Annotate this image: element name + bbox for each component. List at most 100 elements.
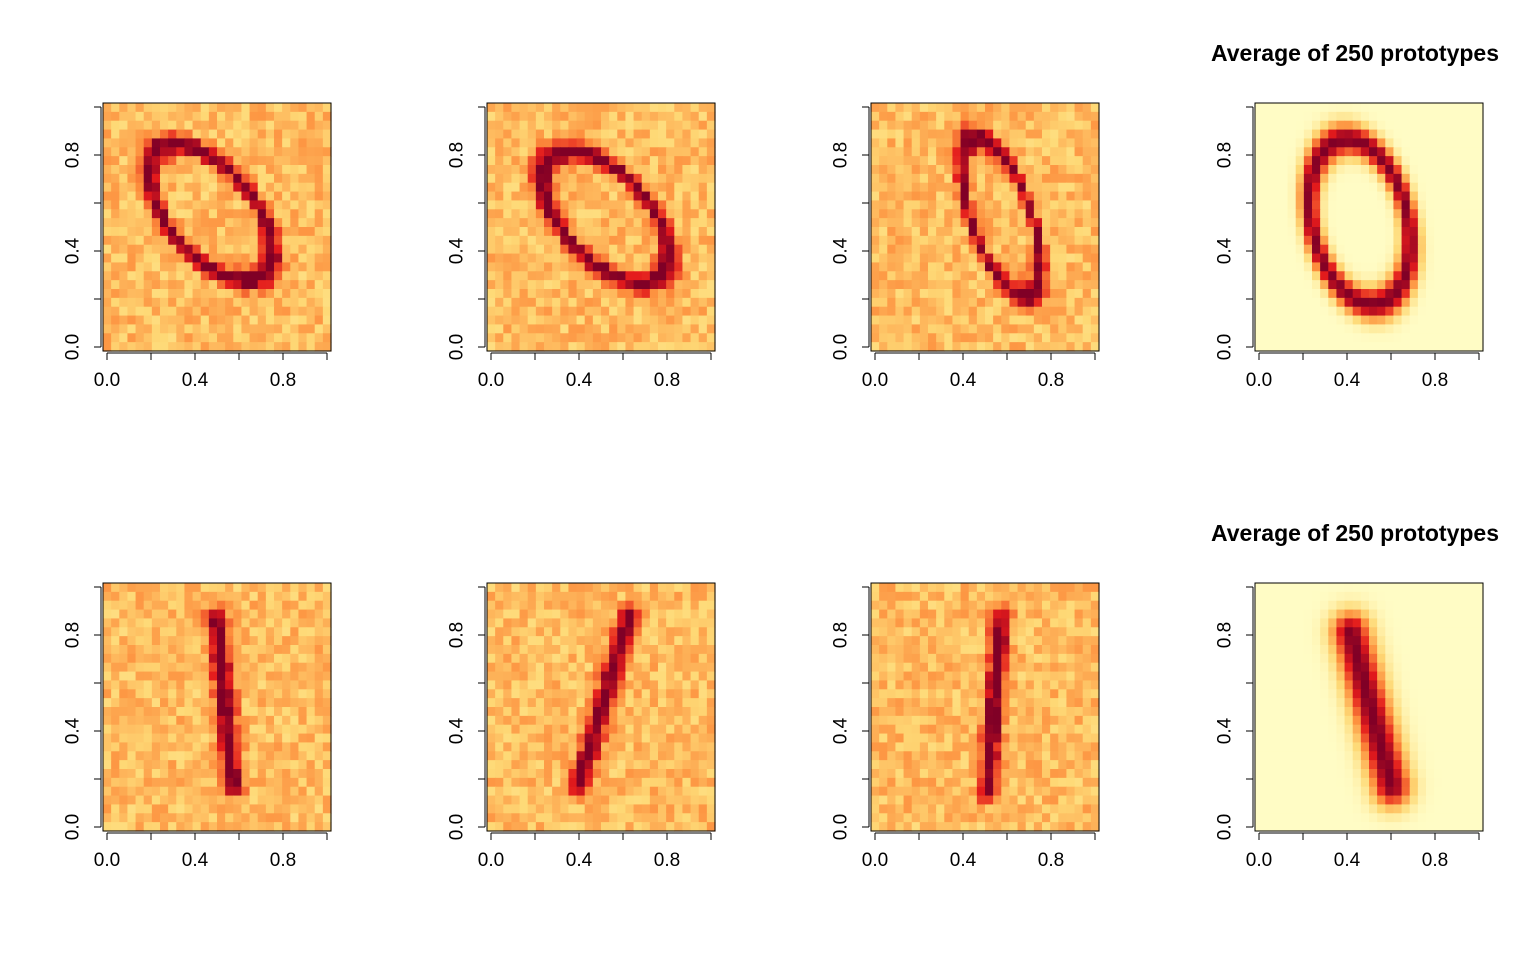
heatmap-cell bbox=[1409, 324, 1419, 334]
heatmap-cell bbox=[903, 111, 913, 122]
heatmap-cell bbox=[217, 103, 226, 113]
heatmap-cell bbox=[111, 271, 120, 281]
heatmap-cell bbox=[1442, 182, 1452, 193]
heatmap-cell bbox=[968, 218, 978, 228]
heatmap-cell bbox=[1287, 120, 1297, 131]
heatmap-cell bbox=[592, 591, 602, 602]
heatmap-cell bbox=[511, 680, 521, 690]
heatmap-cell bbox=[1409, 173, 1419, 184]
heatmap-cell bbox=[544, 271, 553, 281]
heatmap-cell bbox=[1401, 200, 1411, 210]
heatmap-cell bbox=[1377, 342, 1386, 352]
heatmap-cell bbox=[1017, 235, 1027, 246]
heatmap-cell bbox=[1033, 609, 1043, 620]
heatmap-cell bbox=[903, 156, 913, 166]
heatmap-cell bbox=[601, 627, 610, 637]
heatmap-cell bbox=[1385, 244, 1395, 255]
heatmap-cell bbox=[1466, 227, 1476, 237]
heatmap-cell bbox=[879, 618, 888, 628]
heatmap-cell bbox=[633, 707, 643, 717]
heatmap-cell bbox=[1352, 191, 1362, 202]
heatmap-cell bbox=[617, 138, 627, 148]
heatmap-cell bbox=[879, 227, 888, 237]
heatmap-cell bbox=[576, 795, 586, 806]
heatmap-cell bbox=[257, 333, 267, 343]
heatmap-cell bbox=[282, 333, 291, 343]
heatmap-cell bbox=[1271, 289, 1281, 299]
heatmap-cell bbox=[698, 156, 708, 166]
heatmap-cell bbox=[1255, 235, 1264, 246]
heatmap-cell bbox=[944, 333, 954, 343]
heatmap-cell bbox=[314, 777, 324, 788]
heatmap-cell bbox=[544, 591, 553, 602]
heatmap-cell bbox=[168, 662, 177, 673]
heatmap-cell bbox=[119, 227, 129, 237]
heatmap-cell bbox=[1352, 262, 1362, 272]
heatmap-cell bbox=[495, 218, 504, 228]
heatmap-cell bbox=[1066, 253, 1076, 264]
heatmap-cell bbox=[208, 129, 218, 140]
heatmap-cell bbox=[1352, 111, 1362, 122]
heatmap-cell bbox=[184, 715, 194, 726]
heatmap-cell bbox=[1271, 138, 1281, 148]
heatmap-cell bbox=[208, 103, 218, 113]
heatmap-cell bbox=[282, 271, 291, 281]
heatmap-cell bbox=[1450, 138, 1460, 148]
heatmap-cell bbox=[1417, 138, 1427, 148]
heatmap-cell bbox=[641, 777, 651, 788]
heatmap-cell bbox=[560, 742, 570, 752]
heatmap-cell bbox=[160, 627, 169, 637]
heatmap-cell bbox=[617, 680, 627, 690]
heatmap-cell bbox=[1001, 147, 1011, 157]
heatmap-cell bbox=[698, 795, 708, 806]
heatmap-cell bbox=[322, 777, 332, 788]
heatmap-cell bbox=[511, 324, 521, 334]
heatmap-cell bbox=[690, 583, 700, 593]
heatmap-cell bbox=[200, 777, 210, 788]
heatmap-cell bbox=[1042, 191, 1051, 202]
heatmap-cell bbox=[1426, 280, 1435, 290]
heatmap-cell bbox=[265, 297, 275, 308]
heatmap-cell bbox=[151, 715, 161, 726]
heatmap-cell bbox=[314, 324, 324, 334]
heatmap-cell bbox=[274, 289, 283, 299]
heatmap-cell bbox=[1287, 271, 1297, 281]
heatmap-cell bbox=[233, 244, 243, 255]
heatmap-cell bbox=[625, 742, 635, 752]
heatmap-cell bbox=[641, 698, 651, 708]
heatmap-cell bbox=[103, 129, 112, 140]
heatmap-cell bbox=[1025, 609, 1035, 620]
heatmap-cell bbox=[1320, 280, 1329, 290]
heatmap-cell bbox=[682, 253, 692, 264]
heatmap-cell bbox=[658, 138, 667, 148]
heatmap-cell bbox=[706, 342, 716, 352]
heatmap-cell bbox=[690, 742, 700, 752]
heatmap-cell bbox=[1377, 262, 1386, 272]
heatmap-cell bbox=[135, 777, 145, 788]
heatmap-cell bbox=[1458, 235, 1468, 246]
heatmap-cell bbox=[584, 618, 594, 628]
heatmap-cell bbox=[184, 786, 194, 797]
heatmap-cell bbox=[1255, 191, 1264, 202]
heatmap-cell bbox=[919, 262, 929, 272]
heatmap-cell bbox=[658, 253, 667, 264]
heatmap-cell bbox=[282, 583, 291, 593]
heatmap-cell bbox=[871, 165, 880, 175]
heatmap-cell bbox=[584, 707, 594, 717]
heatmap-cell bbox=[666, 653, 675, 664]
heatmap-cell bbox=[535, 138, 545, 148]
heatmap-cell bbox=[698, 165, 708, 175]
heatmap-cell bbox=[103, 760, 112, 770]
heatmap-cell bbox=[225, 173, 234, 184]
y-tick-label: 0.8 bbox=[63, 142, 84, 168]
heatmap-cell bbox=[1336, 244, 1346, 255]
heatmap-cell bbox=[1090, 600, 1100, 611]
heatmap-cell bbox=[282, 636, 291, 646]
heatmap-cell bbox=[592, 689, 602, 699]
heatmap-cell bbox=[584, 777, 594, 788]
heatmap-cell bbox=[592, 227, 602, 237]
heatmap-cell bbox=[1417, 218, 1427, 228]
heatmap-cell bbox=[249, 227, 259, 237]
heatmap-cell bbox=[617, 129, 627, 140]
heatmap-cell bbox=[1263, 103, 1272, 113]
